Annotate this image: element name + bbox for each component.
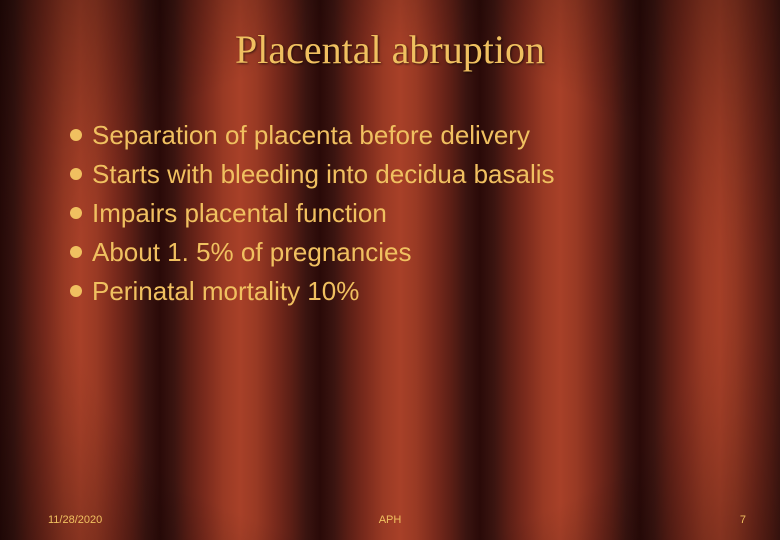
list-item: Impairs placental function — [70, 196, 720, 231]
bullet-icon — [70, 246, 82, 258]
list-item-text: About 1. 5% of pregnancies — [92, 235, 411, 270]
bullet-icon — [70, 207, 82, 219]
list-item-text: Starts with bleeding into decidua basali… — [92, 157, 555, 192]
slide: Placental abruption Separation of placen… — [0, 0, 780, 540]
footer-page-number: 7 — [740, 514, 746, 526]
bullet-list: Separation of placenta before delivery S… — [70, 118, 720, 313]
list-item: Starts with bleeding into decidua basali… — [70, 157, 720, 192]
list-item-text: Separation of placenta before delivery — [92, 118, 530, 153]
footer-center-text: APH — [0, 514, 780, 526]
slide-title: Placental abruption — [0, 26, 780, 73]
bullet-icon — [70, 129, 82, 141]
list-item: Perinatal mortality 10% — [70, 274, 720, 309]
bullet-icon — [70, 285, 82, 297]
list-item: About 1. 5% of pregnancies — [70, 235, 720, 270]
list-item-text: Impairs placental function — [92, 196, 387, 231]
list-item: Separation of placenta before delivery — [70, 118, 720, 153]
bullet-icon — [70, 168, 82, 180]
list-item-text: Perinatal mortality 10% — [92, 274, 359, 309]
slide-footer: 11/28/2020 APH 7 — [0, 506, 780, 526]
